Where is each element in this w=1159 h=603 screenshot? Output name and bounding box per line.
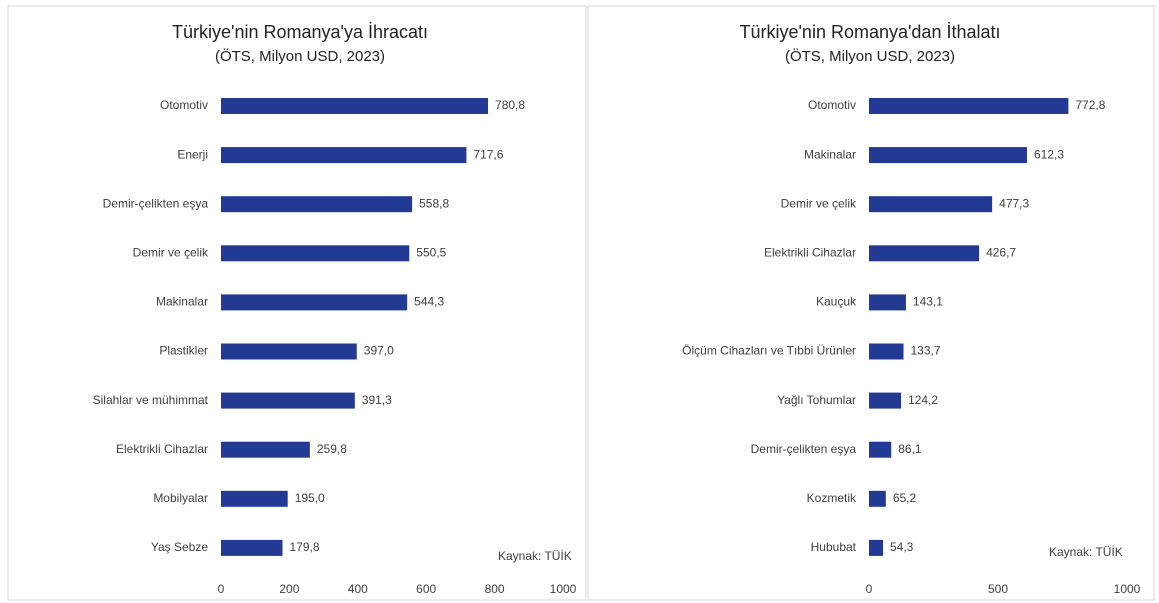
data-label: 426,7 — [986, 245, 1016, 259]
bar — [869, 490, 886, 507]
data-label: 397,0 — [364, 344, 394, 358]
y-tick-label: Kozmetik — [807, 491, 857, 505]
bar — [221, 392, 355, 409]
bar — [869, 441, 892, 458]
bar — [869, 539, 884, 556]
bar — [869, 343, 904, 360]
x-tick-label: 400 — [348, 582, 368, 596]
source-note: Kaynak: TÜİK — [1049, 545, 1123, 559]
y-tick-label: Yağlı Tohumlar — [777, 393, 856, 407]
data-label: 717,6 — [473, 147, 503, 161]
x-tick-label: 0 — [866, 582, 873, 596]
bar — [221, 196, 413, 213]
x-tick-label: 600 — [416, 582, 436, 596]
bar — [221, 490, 288, 507]
bar — [221, 294, 408, 311]
source-note: Kaynak: TÜİK — [498, 549, 572, 563]
x-tick-label: 1000 — [1114, 582, 1141, 596]
y-tick-label: Plastikler — [159, 344, 208, 358]
data-label: 179,8 — [289, 540, 319, 554]
y-tick-label: Yaş Sebze — [151, 540, 208, 554]
data-label: 133,7 — [910, 344, 940, 358]
bar — [221, 441, 310, 458]
y-tick-label: Demir ve çelik — [133, 245, 209, 259]
y-tick-label: Otomotiv — [808, 98, 856, 112]
data-label: 259,8 — [317, 442, 347, 456]
data-label: 86,1 — [898, 442, 922, 456]
data-label: 558,8 — [419, 196, 449, 210]
data-label: 780,8 — [495, 98, 525, 112]
y-tick-label: Demir ve çelik — [781, 196, 857, 210]
bar — [869, 245, 980, 262]
bar — [869, 147, 1027, 164]
chart-subtitle: (ÖTS, Milyon USD, 2023) — [215, 47, 385, 65]
y-tick-label: Demir-çelikten eşya — [103, 196, 209, 210]
data-label: 550,5 — [416, 245, 446, 259]
bar — [869, 294, 906, 311]
bar — [869, 98, 1069, 114]
y-tick-label: Makinalar — [156, 295, 208, 309]
y-tick-label: Otomotiv — [160, 98, 208, 112]
bar — [221, 343, 357, 360]
y-tick-label: Mobilyalar — [153, 491, 208, 505]
data-label: 391,3 — [362, 393, 392, 407]
chart-title: Türkiye'nin Romanya'dan İthalatı — [739, 22, 1000, 42]
y-tick-label: Kauçuk — [816, 295, 857, 309]
data-label: 477,3 — [999, 196, 1029, 210]
y-tick-label: Elektrikli Cihazlar — [116, 442, 208, 456]
data-label: 143,1 — [913, 295, 943, 309]
data-label: 54,3 — [890, 540, 914, 554]
x-tick-label: 500 — [988, 582, 1008, 596]
y-tick-label: Ölçüm Cihazları ve Tıbbi Ürünler — [682, 344, 856, 358]
data-label: 195,0 — [295, 491, 325, 505]
x-tick-label: 0 — [218, 582, 225, 596]
y-tick-label: Silahlar ve mühimmat — [93, 393, 209, 407]
chart-title: Türkiye'nin Romanya'ya İhracatı — [172, 22, 428, 42]
bar — [221, 539, 283, 556]
x-tick-label: 200 — [279, 582, 299, 596]
bar — [221, 98, 489, 114]
bar — [869, 196, 993, 213]
data-label: 544,3 — [414, 295, 444, 309]
bar — [221, 245, 410, 262]
y-tick-label: Demir-çelikten eşya — [751, 442, 857, 456]
data-label: 65,2 — [893, 491, 917, 505]
y-tick-label: Hububat — [811, 540, 857, 554]
x-tick-label: 1000 — [550, 582, 577, 596]
data-label: 772,8 — [1075, 98, 1105, 112]
bar — [221, 147, 467, 164]
bar — [869, 392, 902, 409]
y-tick-label: Enerji — [177, 147, 208, 161]
data-label: 124,2 — [908, 393, 938, 407]
y-tick-label: Makinalar — [804, 147, 856, 161]
data-label: 612,3 — [1034, 147, 1064, 161]
y-tick-label: Elektrikli Cihazlar — [764, 245, 856, 259]
x-tick-label: 800 — [485, 582, 505, 596]
chart-subtitle: (ÖTS, Milyon USD, 2023) — [785, 47, 955, 65]
